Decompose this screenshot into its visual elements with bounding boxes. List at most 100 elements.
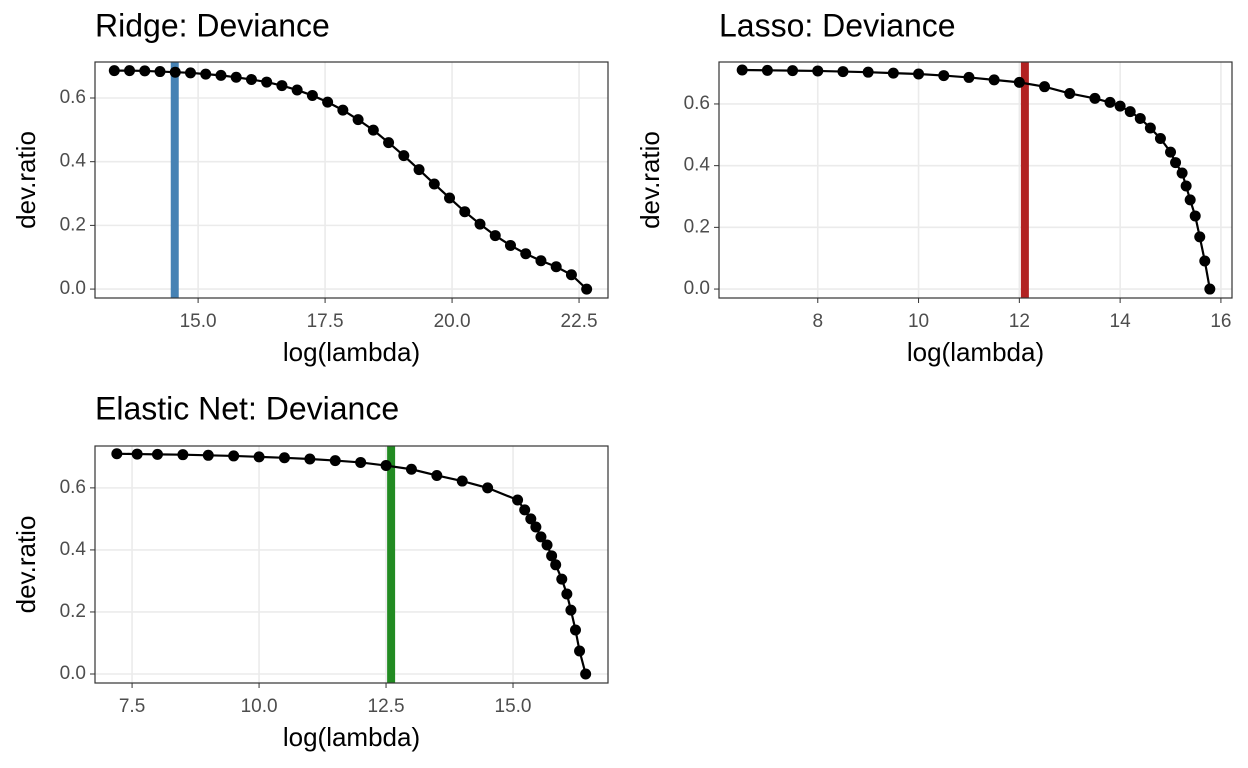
point xyxy=(1064,87,1076,99)
chart-title: Ridge: Deviance xyxy=(95,7,330,43)
point xyxy=(215,69,227,81)
point xyxy=(202,449,214,461)
point xyxy=(565,269,577,281)
point xyxy=(278,452,290,464)
x-tick-label: 14 xyxy=(1110,311,1132,332)
point xyxy=(200,68,212,80)
point xyxy=(474,218,486,230)
x-tick-label: 10.0 xyxy=(241,696,278,717)
x-axis-title: log(lambda) xyxy=(283,722,420,752)
point xyxy=(525,513,537,525)
y-axis-title: dev.ratio xyxy=(11,131,41,229)
point xyxy=(131,448,143,460)
point xyxy=(504,239,516,251)
point xyxy=(787,65,799,77)
point xyxy=(245,74,257,86)
point xyxy=(276,80,288,92)
x-axis-title: log(lambda) xyxy=(283,337,420,367)
point xyxy=(337,104,349,116)
point xyxy=(837,66,849,78)
panel-border xyxy=(94,61,609,299)
point xyxy=(428,178,440,190)
point xyxy=(398,150,410,162)
point xyxy=(535,531,547,543)
point xyxy=(1039,81,1051,93)
x-tick-label: 7.5 xyxy=(119,696,145,717)
y-tick-label: 0.0 xyxy=(60,278,86,299)
point xyxy=(963,71,975,83)
panel-border xyxy=(94,445,609,684)
y-tick-label: 0.2 xyxy=(60,214,86,235)
point xyxy=(541,539,553,551)
y-tick-label: 0.2 xyxy=(684,216,710,237)
point xyxy=(431,469,443,481)
point xyxy=(184,67,196,79)
point xyxy=(322,96,334,108)
point xyxy=(736,64,748,76)
point xyxy=(1124,106,1136,118)
point xyxy=(1199,255,1211,267)
point xyxy=(1114,100,1126,112)
point xyxy=(520,248,532,260)
point xyxy=(459,206,471,218)
point xyxy=(111,448,123,460)
point xyxy=(367,124,379,136)
point xyxy=(253,451,265,463)
chart-title: Elastic Net: Deviance xyxy=(95,390,399,426)
point xyxy=(306,89,318,101)
x-tick-label: 10 xyxy=(908,311,929,332)
point xyxy=(812,65,824,77)
point xyxy=(1104,96,1116,108)
point xyxy=(519,504,531,516)
point xyxy=(352,114,364,126)
point xyxy=(581,283,593,295)
panel-background xyxy=(719,62,1232,298)
point xyxy=(380,460,392,472)
point xyxy=(413,164,425,176)
x-tick-label: 22.5 xyxy=(561,311,598,332)
point xyxy=(988,74,1000,86)
point xyxy=(291,84,303,96)
point xyxy=(1180,180,1192,192)
point xyxy=(887,67,899,79)
point xyxy=(355,456,367,468)
point xyxy=(1189,210,1201,222)
panel-background xyxy=(95,62,608,298)
point xyxy=(761,64,773,76)
point xyxy=(230,71,242,83)
point xyxy=(565,604,577,616)
point xyxy=(482,482,494,494)
point xyxy=(530,521,542,533)
point xyxy=(169,66,181,78)
point xyxy=(154,66,166,78)
point xyxy=(1134,112,1146,124)
y-tick-label: 0.0 xyxy=(684,278,710,299)
x-axis-title: log(lambda) xyxy=(907,337,1044,367)
y-tick-label: 0.4 xyxy=(60,539,87,560)
point xyxy=(177,449,189,461)
panel-background xyxy=(95,446,608,683)
y-axis-title: dev.ratio xyxy=(11,516,41,614)
point xyxy=(383,137,395,149)
point xyxy=(1204,283,1216,295)
point xyxy=(1170,157,1182,169)
panel-border xyxy=(718,61,1233,299)
y-tick-label: 0.2 xyxy=(60,601,86,622)
y-tick-label: 0.4 xyxy=(60,151,87,172)
point xyxy=(124,65,136,77)
point xyxy=(405,463,417,475)
point xyxy=(512,494,524,506)
x-tick-label: 15.0 xyxy=(180,311,217,332)
y-tick-label: 0.0 xyxy=(60,663,86,684)
y-tick-label: 0.6 xyxy=(60,87,86,108)
point xyxy=(862,66,874,78)
y-tick-label: 0.6 xyxy=(684,93,710,114)
point xyxy=(456,475,468,487)
point xyxy=(1089,92,1101,104)
point xyxy=(574,645,586,657)
point xyxy=(108,65,120,77)
point xyxy=(1154,133,1166,145)
point xyxy=(550,559,562,571)
y-axis-title: dev.ratio xyxy=(635,131,665,229)
